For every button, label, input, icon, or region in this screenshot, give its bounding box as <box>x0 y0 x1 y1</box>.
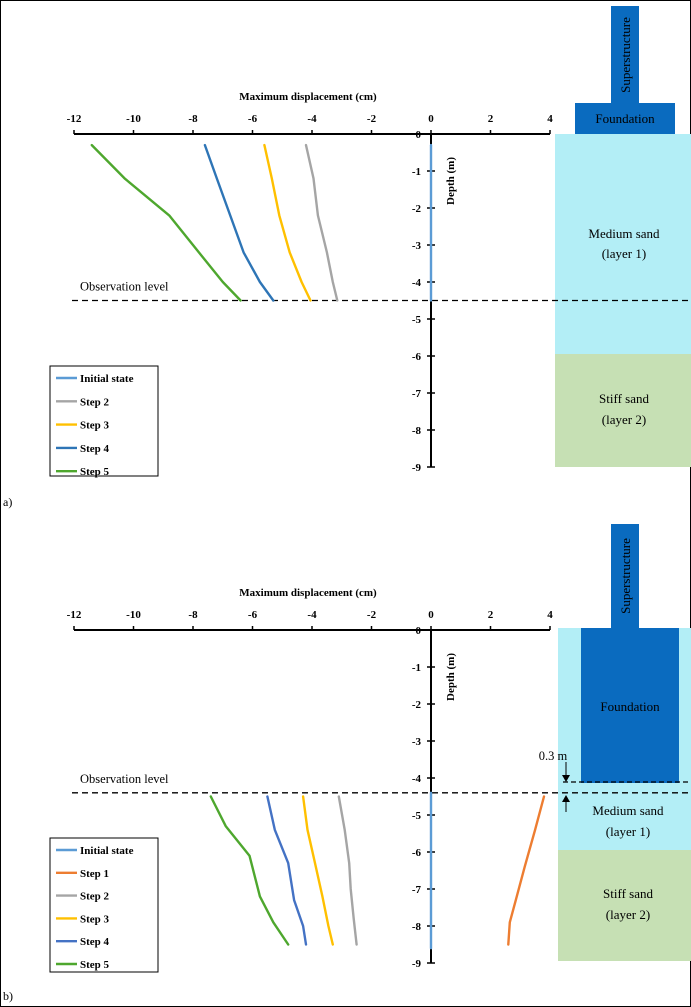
series-line-step-3 <box>263 143 312 302</box>
x-axis-title: Maximum displacement (cm) <box>239 91 377 103</box>
legend-entry: Initial state <box>80 373 134 385</box>
foundation-block <box>581 628 679 783</box>
panel-a: Superstructure Foundation Medium sand (laye… <box>3 6 691 509</box>
series-line-step-4 <box>266 795 308 946</box>
stiff-sand-label: Stiff sand <box>603 886 653 901</box>
x-tick-label: 0 <box>428 609 434 621</box>
x-tick-label: -4 <box>307 609 317 621</box>
x-tick-label: -12 <box>67 113 82 125</box>
stiff-sand-layer <box>555 354 691 467</box>
panel-b: Superstructure Foundation Medium sand (laye… <box>3 524 691 1003</box>
y-tick-label: -4 <box>412 773 422 785</box>
y-tick-label: -8 <box>412 921 422 933</box>
y-tick-label: -9 <box>412 462 422 474</box>
x-tick-label: -12 <box>67 609 82 621</box>
x-tick-label: 0 <box>428 113 434 125</box>
x-axis-title: Maximum displacement (cm) <box>239 587 377 599</box>
y-tick-label: -1 <box>412 662 421 674</box>
legend-entry: Initial state <box>80 845 134 857</box>
panel-label: a) <box>3 495 12 509</box>
panel-label: b) <box>3 989 13 1003</box>
y-tick-label: -5 <box>412 810 422 822</box>
x-tick-label: -8 <box>188 609 198 621</box>
x-tick-label: -10 <box>126 113 141 125</box>
medium-sand-layer-number: (layer 1) <box>606 824 650 839</box>
legend-entry: Step 3 <box>80 420 110 432</box>
medium-sand-label: Medium sand <box>592 803 664 818</box>
legend-entry: Step 2 <box>80 396 110 408</box>
x-tick-label: 4 <box>547 113 553 125</box>
y-axis-title: Depth (m) <box>445 157 457 205</box>
y-tick-label: -6 <box>412 351 422 363</box>
legend-entry: Step 5 <box>80 959 110 971</box>
y-tick-label: 0 <box>416 129 422 141</box>
legend-box <box>49 837 159 973</box>
foundation-label: Foundation <box>600 699 660 714</box>
medium-sand-label: Medium sand <box>588 226 660 241</box>
legend-entry: Step 5 <box>80 466 110 478</box>
x-tick-label: -4 <box>307 113 317 125</box>
arrow-up-icon <box>562 795 570 802</box>
y-tick-label: -9 <box>412 958 422 970</box>
superstructure-label: Superstructure <box>618 17 633 93</box>
observation-level-label: Observation level <box>80 772 169 786</box>
stiff-sand-label: Stiff sand <box>599 391 649 406</box>
x-tick-label: 2 <box>488 113 494 125</box>
y-tick-label: -1 <box>412 166 421 178</box>
embedment-depth-label: 0.3 m <box>539 749 568 763</box>
y-tick-label: -7 <box>412 388 422 400</box>
legend-entry: Step 4 <box>80 936 110 948</box>
series-line-step-2 <box>337 795 358 946</box>
superstructure-block <box>611 524 639 628</box>
stiff-sand-layer-number: (layer 2) <box>602 412 646 427</box>
medium-sand-layer <box>555 134 691 354</box>
foundation-block <box>575 103 675 134</box>
y-tick-label: -7 <box>412 884 422 896</box>
y-tick-label: -3 <box>412 736 422 748</box>
series-line-step-1 <box>507 795 546 946</box>
series-line-step-3 <box>301 795 334 946</box>
y-tick-label: -4 <box>412 277 422 289</box>
y-axis-title: Depth (m) <box>445 653 457 701</box>
legend-entry: Step 3 <box>80 913 110 925</box>
x-tick-label: 2 <box>488 609 494 621</box>
stiff-sand-layer <box>558 850 691 961</box>
x-tick-label: -10 <box>126 609 141 621</box>
superstructure-block <box>611 6 639 103</box>
y-tick-label: -8 <box>412 425 422 437</box>
legend-entry: Step 1 <box>80 868 109 880</box>
x-tick-label: 4 <box>547 609 553 621</box>
x-tick-label: -2 <box>367 113 377 125</box>
y-tick-label: -3 <box>412 240 422 252</box>
foundation-label: Foundation <box>595 111 655 126</box>
y-tick-label: -6 <box>412 847 422 859</box>
stiff-sand-layer-number: (layer 2) <box>606 907 650 922</box>
legend-entry: Step 4 <box>80 443 110 455</box>
x-tick-label: -6 <box>248 609 258 621</box>
legend-entry: Step 2 <box>80 891 110 903</box>
superstructure-label: Superstructure <box>618 538 633 614</box>
y-tick-label: -5 <box>412 314 422 326</box>
x-tick-label: -8 <box>188 113 198 125</box>
observation-level-label: Observation level <box>80 280 169 294</box>
arrow-down-icon <box>562 775 570 782</box>
legend-box <box>49 365 159 477</box>
series-line-step-5 <box>209 795 290 946</box>
series-line-step-4 <box>203 143 275 302</box>
medium-sand-layer-number: (layer 1) <box>602 246 646 261</box>
series-line-step-5 <box>90 143 242 302</box>
y-tick-label: 0 <box>416 625 422 637</box>
y-tick-label: -2 <box>412 203 422 215</box>
x-tick-label: -6 <box>248 113 258 125</box>
series-line-step-2 <box>304 143 339 302</box>
x-tick-label: -2 <box>367 609 377 621</box>
y-tick-label: -2 <box>412 699 422 711</box>
